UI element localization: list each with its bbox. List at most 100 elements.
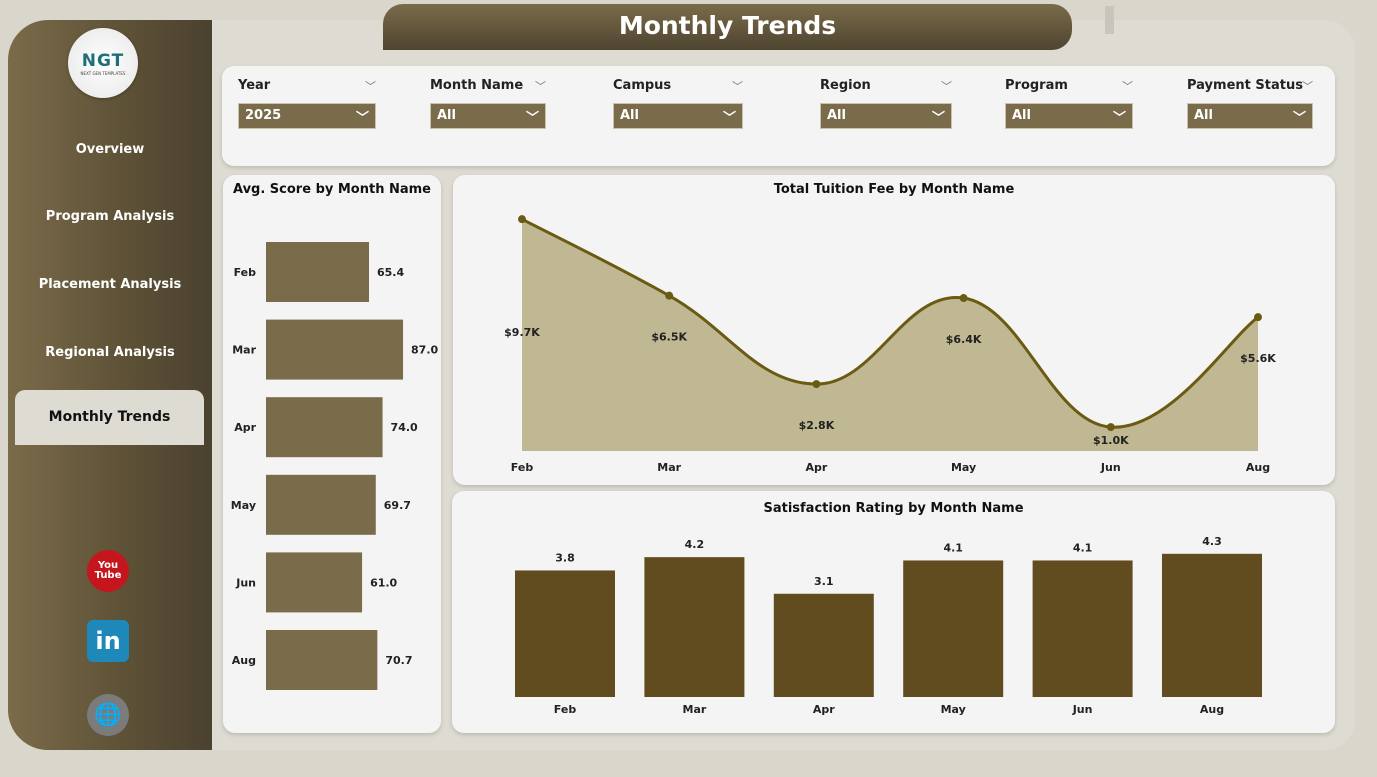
nav-overview[interactable]: Overview: [75, 142, 145, 157]
data-label: 3.8: [555, 551, 575, 564]
chevron-down-icon: ﹀: [355, 111, 369, 126]
chart-title: Avg. Score by Month Name: [232, 182, 432, 197]
category-label: Feb: [554, 703, 577, 716]
chevron-down-icon[interactable]: ﹀: [732, 80, 743, 93]
chevron-down-icon: ﹀: [931, 111, 945, 126]
bar: [644, 557, 745, 697]
category-label: Jun: [235, 576, 256, 589]
sidebar: NGT NEXT GEN TEMPLATES Overview Program A…: [8, 20, 212, 750]
nav-monthly-trends[interactable]: Monthly Trends: [15, 390, 204, 445]
bar: [266, 397, 383, 458]
filter-label: Program ﹀: [1005, 78, 1133, 98]
bar: [266, 552, 363, 613]
filter-year[interactable]: Year ﹀ 2025 ﹀: [238, 78, 376, 129]
bar: [266, 630, 378, 690]
filter-month-name[interactable]: Month Name ﹀ All ﹀: [430, 78, 546, 129]
nav-regional-analysis[interactable]: Regional Analysis: [45, 345, 175, 360]
filter-dropdown[interactable]: All ﹀: [1005, 103, 1133, 129]
chart-title: Satisfaction Rating by Month Name: [763, 501, 1024, 516]
category-label: May: [951, 461, 976, 474]
page-title: Monthly Trends: [383, 4, 1072, 50]
bar: [266, 474, 376, 535]
category-label: Aug: [1200, 703, 1224, 716]
data-label: 4.1: [943, 541, 963, 554]
data-label: $6.4K: [946, 333, 982, 346]
bar: [1032, 560, 1133, 697]
filter-payment-status[interactable]: Payment Status ﹀ All ﹀: [1187, 78, 1313, 129]
chevron-down-icon[interactable]: ﹀: [1122, 80, 1133, 93]
category-label: Feb: [511, 461, 534, 474]
category-label: May: [231, 499, 256, 512]
bar: [515, 570, 615, 697]
bar: [266, 319, 404, 380]
filter-dropdown[interactable]: All ﹀: [430, 103, 546, 129]
data-point: [518, 215, 526, 224]
category-label: Aug: [232, 654, 256, 667]
tuition-fee-card: Total Tuition Fee by Month Name $9.7K Feb…: [453, 175, 1335, 485]
filter-campus[interactable]: Campus ﹀ All ﹀: [613, 78, 743, 129]
category-label: Mar: [657, 461, 681, 474]
globe-www-icon[interactable]: 🌐: [87, 694, 129, 736]
data-label: 74.0: [391, 421, 418, 434]
category-label: Aug: [1246, 461, 1270, 474]
chevron-down-icon[interactable]: ﹀: [365, 80, 376, 93]
chevron-down-icon: ﹀: [722, 111, 736, 126]
filter-region[interactable]: Region ﹀ All ﹀: [820, 78, 952, 129]
youtube-icon[interactable]: You Tube: [87, 550, 129, 592]
filter-dropdown[interactable]: 2025 ﹀: [238, 103, 376, 129]
data-label: 65.4: [377, 266, 404, 279]
scroll-handle[interactable]: [1105, 6, 1114, 34]
filter-label-text: Payment Status: [1187, 78, 1303, 93]
filter-label: Region ﹀: [820, 78, 952, 98]
ngt-logo: NGT NEXT GEN TEMPLATES: [68, 28, 138, 98]
data-label: 87.0: [411, 344, 438, 357]
bar: [773, 593, 874, 697]
category-label: Apr: [813, 703, 835, 716]
data-label: $9.7K: [504, 326, 540, 339]
data-label: 69.7: [384, 499, 411, 512]
filter-label-text: Program: [1005, 78, 1068, 93]
nav-program-analysis[interactable]: Program Analysis: [45, 209, 175, 224]
category-label: Mar: [232, 344, 256, 357]
data-point: [1106, 423, 1115, 432]
filter-value: 2025: [245, 108, 282, 123]
category-label: Jun: [1100, 461, 1121, 474]
chevron-down-icon[interactable]: ﹀: [535, 80, 546, 93]
category-label: Jun: [1072, 703, 1093, 716]
data-label: 4.1: [1073, 541, 1093, 554]
filter-dropdown[interactable]: All ﹀: [1187, 103, 1313, 129]
satisfaction-card: Satisfaction Rating by Month Name 3.8 Feb…: [452, 491, 1335, 733]
area-fill: [522, 219, 1258, 451]
bar: [903, 560, 1004, 697]
filter-value: All: [827, 108, 846, 123]
satisfaction-chart: 3.8 Feb 4.2 Mar 3.1 Apr 4.1 May 4.1 Jun 4.3 Aug: [515, 535, 1262, 716]
data-label: $2.8K: [799, 419, 835, 432]
category-label: Mar: [683, 703, 707, 716]
chevron-down-icon: ﹀: [525, 111, 539, 126]
filter-dropdown[interactable]: All ﹀: [820, 103, 952, 129]
data-point: [665, 291, 674, 300]
data-label: $5.6K: [1240, 352, 1276, 365]
chevron-down-icon[interactable]: ﹀: [1302, 80, 1313, 93]
filter-dropdown[interactable]: All ﹀: [613, 103, 743, 129]
logo-text: NGT: [81, 50, 125, 71]
tuition-fee-chart: $9.7K Feb $6.5K Mar $2.8K Apr $6.4K May $1.0K Jun…: [504, 215, 1276, 474]
bar: [266, 242, 370, 302]
filter-label: Month Name ﹀: [430, 78, 546, 98]
filter-value: All: [1012, 108, 1031, 123]
nav-placement-analysis[interactable]: Placement Analysis: [38, 277, 182, 292]
filter-label-text: Region: [820, 78, 871, 93]
filter-value: All: [620, 108, 639, 123]
category-label: Apr: [805, 461, 827, 474]
data-label: 3.1: [814, 575, 834, 588]
data-point: [959, 294, 968, 303]
linkedin-icon[interactable]: in: [87, 620, 129, 662]
filter-label-text: Year: [238, 78, 271, 93]
category-label: May: [941, 703, 966, 716]
data-point: [812, 380, 821, 389]
filter-program[interactable]: Program ﹀ All ﹀: [1005, 78, 1133, 129]
filter-label: Year ﹀: [238, 78, 376, 98]
data-label: 4.3: [1202, 535, 1222, 548]
avg-score-chart: Feb 65.4 Mar 87.0 Apr 74.0 May 69.7 Jun 61.0 Aug 70…: [231, 242, 439, 690]
chevron-down-icon[interactable]: ﹀: [941, 80, 952, 93]
